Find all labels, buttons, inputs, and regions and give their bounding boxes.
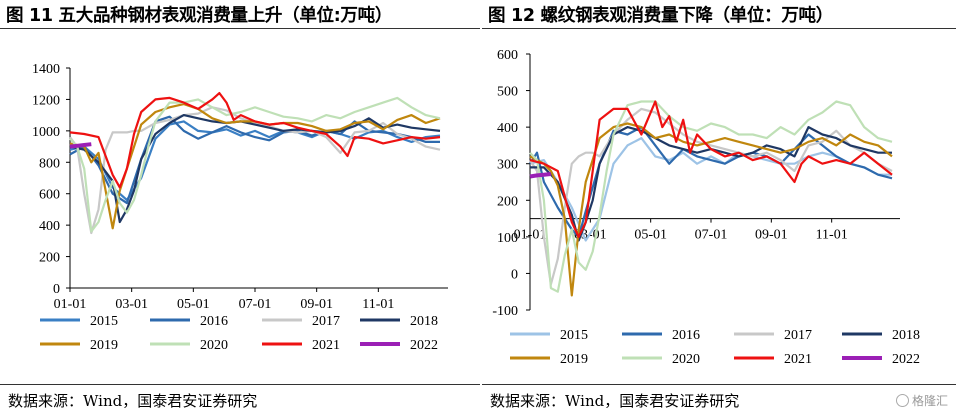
- legend-label-2018: 2018: [410, 314, 438, 329]
- x-tick-label: 07-01: [239, 297, 272, 312]
- legend-label-2015: 2015: [560, 328, 588, 343]
- chart-title: 图 11 五大品种钢材表观消费量上升（单位:万吨）: [6, 6, 393, 26]
- title-rule: [0, 28, 480, 29]
- y-tick-label: 200: [39, 251, 60, 266]
- panel-divider: [480, 0, 482, 415]
- series-line-2022: [69, 142, 92, 149]
- y-tick-label: 800: [39, 156, 60, 171]
- chart-panel-rebar: 图 12 螺纹钢表观消费量下降（单位：万吨） -100 0 100 200 300 400…: [482, 0, 956, 415]
- legend-label-2015: 2015: [90, 314, 118, 329]
- legend-label-2022: 2022: [892, 352, 920, 367]
- series-line-2021: [69, 91, 441, 189]
- x-tick-label: 01-01: [54, 297, 87, 312]
- x-tick-label: 03-01: [115, 297, 148, 312]
- legend-label-2020: 2020: [672, 352, 700, 367]
- watermark-text: 格隆汇: [911, 394, 948, 408]
- source-rule: [482, 384, 956, 385]
- line-chart: 0 200 400 600 800 1000 1200 1400 01-01 03-01 05-01…: [32, 62, 448, 353]
- chart-title: 图 12 螺纹钢表观消费量下降（单位：万吨）: [488, 6, 833, 26]
- series-line-2020: [69, 96, 441, 233]
- x-tick-label: 11-01: [816, 228, 848, 243]
- y-tick-label: 1000: [32, 125, 60, 140]
- x-tick-label: 01-01: [514, 228, 547, 243]
- y-tick-label: 600: [39, 188, 60, 203]
- legend-label-2020: 2020: [200, 338, 228, 353]
- y-tick-label: 400: [39, 219, 60, 234]
- watermark: 格隆汇: [895, 392, 948, 409]
- watermark-logo-icon: [895, 394, 909, 407]
- y-tick-label: 300: [497, 158, 518, 173]
- legend-label-2019: 2019: [560, 352, 588, 367]
- series-line-2019: [529, 122, 893, 297]
- x-tick-label: 11-01: [362, 297, 394, 312]
- y-tick-label: 0: [511, 267, 518, 282]
- series-line-2019: [69, 102, 441, 230]
- y-tick-label: 600: [497, 48, 518, 63]
- series-line-2015: [529, 136, 892, 242]
- y-tick-label: -100: [492, 304, 518, 319]
- chart-panel-steel-five-varieties: 图 11 五大品种钢材表观消费量上升（单位:万吨） 0 200 400 600 800 1…: [0, 6, 480, 410]
- legend-label-2016: 2016: [672, 328, 700, 343]
- x-tick-label: 09-01: [755, 228, 788, 243]
- y-tick-label: 200: [497, 194, 518, 209]
- legend-label-2021: 2021: [312, 338, 340, 353]
- source-note: 数据来源：Wind，国泰君安证券研究: [490, 392, 740, 410]
- series-line-2021: [529, 100, 893, 238]
- y-tick-label: 100: [497, 231, 518, 246]
- x-tick-label: 05-01: [177, 297, 210, 312]
- legend-label-2017: 2017: [784, 328, 812, 343]
- legend-label-2016: 2016: [200, 314, 228, 329]
- y-tick-label: 1200: [32, 93, 60, 108]
- x-tick-label: 05-01: [634, 228, 667, 243]
- y-tick-label: 400: [497, 121, 518, 136]
- series-line-2016: [69, 115, 440, 205]
- x-tick-label: 07-01: [695, 228, 728, 243]
- series-line-2017: [69, 106, 441, 235]
- legend-label-2019: 2019: [90, 338, 118, 353]
- legend-label-2018: 2018: [892, 328, 920, 343]
- source-note: 数据来源：Wind，国泰君安证券研究: [8, 392, 258, 410]
- x-tick-label: 09-01: [300, 297, 333, 312]
- title-rule: [482, 28, 956, 29]
- source-rule: [0, 384, 480, 385]
- y-tick-label: 0: [53, 282, 60, 297]
- y-tick-label: 1400: [32, 62, 60, 77]
- legend-label-2017: 2017: [312, 314, 340, 329]
- legend-label-2022: 2022: [410, 338, 438, 353]
- series-line-2022: [529, 172, 552, 179]
- legend-label-2021: 2021: [784, 352, 812, 367]
- y-tick-label: 500: [497, 85, 518, 100]
